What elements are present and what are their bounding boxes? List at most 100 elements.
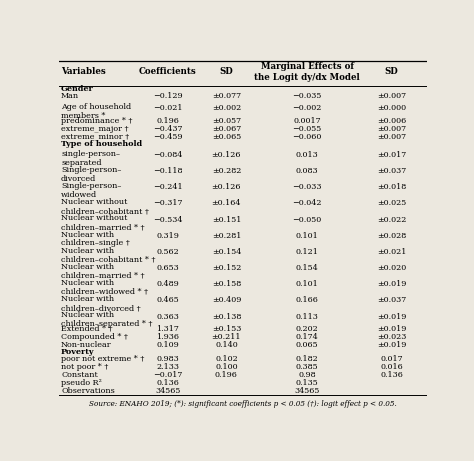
Text: Single-person–
widowed: Single-person– widowed xyxy=(61,182,121,199)
Text: 0.016: 0.016 xyxy=(380,363,403,371)
Text: Nuclear with
children–single †: Nuclear with children–single † xyxy=(61,230,130,248)
Text: Marginal Effects of
the Logit dy/dx Model: Marginal Effects of the Logit dy/dx Mode… xyxy=(255,62,360,82)
Text: ±0.017: ±0.017 xyxy=(377,151,406,159)
Text: extreme_minor †: extreme_minor † xyxy=(61,133,129,141)
Text: ±0.211: ±0.211 xyxy=(212,333,241,341)
Text: Age of household
members *: Age of household members * xyxy=(61,103,131,120)
Text: ±0.007: ±0.007 xyxy=(377,133,406,141)
Text: 0.101: 0.101 xyxy=(296,232,319,240)
Text: 0.102: 0.102 xyxy=(215,355,238,363)
Text: 0.135: 0.135 xyxy=(296,379,319,387)
Text: ±0.020: ±0.020 xyxy=(377,264,406,272)
Text: −0.129: −0.129 xyxy=(153,92,182,100)
Text: ±0.154: ±0.154 xyxy=(212,248,241,256)
Text: −0.035: −0.035 xyxy=(292,92,322,100)
Text: Extended * †: Extended * † xyxy=(61,325,113,333)
Text: −0.021: −0.021 xyxy=(153,105,182,112)
Text: ±0.153: ±0.153 xyxy=(212,325,241,333)
Text: −0.118: −0.118 xyxy=(153,167,182,175)
Text: −0.534: −0.534 xyxy=(153,216,182,224)
Text: 1.936: 1.936 xyxy=(156,333,179,341)
Text: 0.363: 0.363 xyxy=(156,313,179,320)
Text: single-person–
separated: single-person– separated xyxy=(61,150,120,166)
Text: −0.084: −0.084 xyxy=(153,151,182,159)
Text: Nuclear with
children–cohabitant * †: Nuclear with children–cohabitant * † xyxy=(61,247,155,264)
Text: predominance * †: predominance * † xyxy=(61,117,133,124)
Text: ±0.019: ±0.019 xyxy=(377,325,406,333)
Text: 0.100: 0.100 xyxy=(215,363,237,371)
Text: ±0.019: ±0.019 xyxy=(377,341,406,349)
Text: ±0.037: ±0.037 xyxy=(377,296,406,304)
Text: −0.317: −0.317 xyxy=(153,200,182,207)
Text: ±0.057: ±0.057 xyxy=(212,117,241,124)
Text: Poverty: Poverty xyxy=(61,348,95,356)
Text: −0.055: −0.055 xyxy=(292,124,322,133)
Text: Nuclear without
children–married * †: Nuclear without children–married * † xyxy=(61,214,145,231)
Text: 1.317: 1.317 xyxy=(156,325,179,333)
Text: 0.182: 0.182 xyxy=(296,355,319,363)
Text: ±0.409: ±0.409 xyxy=(212,296,241,304)
Text: ±0.067: ±0.067 xyxy=(212,124,241,133)
Text: not poor * †: not poor * † xyxy=(61,363,109,371)
Text: Nuclear without
children–cohabitant †: Nuclear without children–cohabitant † xyxy=(61,198,149,215)
Text: ±0.281: ±0.281 xyxy=(212,232,241,240)
Text: −0.002: −0.002 xyxy=(292,105,322,112)
Text: 0.136: 0.136 xyxy=(380,371,403,379)
Text: ±0.164: ±0.164 xyxy=(212,200,241,207)
Text: ±0.282: ±0.282 xyxy=(212,167,241,175)
Text: ±0.002: ±0.002 xyxy=(212,105,241,112)
Text: ±0.022: ±0.022 xyxy=(377,216,406,224)
Text: 0.017: 0.017 xyxy=(381,355,403,363)
Text: 2.133: 2.133 xyxy=(156,363,179,371)
Text: 0.013: 0.013 xyxy=(296,151,319,159)
Text: −0.017: −0.017 xyxy=(153,371,182,379)
Text: 0.653: 0.653 xyxy=(156,264,179,272)
Text: 0.202: 0.202 xyxy=(296,325,319,333)
Text: Gender: Gender xyxy=(61,85,94,93)
Text: Nuclear with
children–divorced †: Nuclear with children–divorced † xyxy=(61,295,141,312)
Text: Single-person–
divorced: Single-person– divorced xyxy=(61,166,121,183)
Text: ±0.018: ±0.018 xyxy=(377,183,406,191)
Text: −0.437: −0.437 xyxy=(153,124,182,133)
Text: 0.166: 0.166 xyxy=(296,296,319,304)
Text: ±0.065: ±0.065 xyxy=(212,133,241,141)
Text: 0.196: 0.196 xyxy=(215,371,238,379)
Text: ±0.023: ±0.023 xyxy=(377,333,406,341)
Text: Type of household: Type of household xyxy=(61,140,142,148)
Text: Nuclear with
children–married * †: Nuclear with children–married * † xyxy=(61,263,145,280)
Text: Constant: Constant xyxy=(61,371,98,379)
Text: ±0.028: ±0.028 xyxy=(377,232,406,240)
Text: −0.050: −0.050 xyxy=(292,216,322,224)
Text: ±0.019: ±0.019 xyxy=(377,280,406,288)
Text: ±0.126: ±0.126 xyxy=(212,183,241,191)
Text: ±0.037: ±0.037 xyxy=(377,167,406,175)
Text: 0.083: 0.083 xyxy=(296,167,319,175)
Text: Non-nuclear: Non-nuclear xyxy=(61,341,112,349)
Text: 0.196: 0.196 xyxy=(156,117,179,124)
Text: extreme_major †: extreme_major † xyxy=(61,124,129,133)
Text: poor not extreme * †: poor not extreme * † xyxy=(61,355,145,363)
Text: pseudo R²: pseudo R² xyxy=(61,379,102,387)
Text: −0.241: −0.241 xyxy=(153,183,182,191)
Text: ±0.019: ±0.019 xyxy=(377,313,406,320)
Text: ±0.152: ±0.152 xyxy=(212,264,241,272)
Text: ±0.077: ±0.077 xyxy=(212,92,241,100)
Text: ±0.158: ±0.158 xyxy=(212,280,241,288)
Text: Variables: Variables xyxy=(61,67,106,76)
Text: SD: SD xyxy=(385,67,399,76)
Text: ±0.007: ±0.007 xyxy=(377,124,406,133)
Text: Observations: Observations xyxy=(61,387,115,396)
Text: 0.385: 0.385 xyxy=(296,363,319,371)
Text: Nuclear with
children–separated * †: Nuclear with children–separated * † xyxy=(61,311,153,328)
Text: 0.174: 0.174 xyxy=(296,333,319,341)
Text: −0.060: −0.060 xyxy=(292,133,322,141)
Text: Coefficients: Coefficients xyxy=(139,67,197,76)
Text: 34565: 34565 xyxy=(294,387,320,396)
Text: 0.101: 0.101 xyxy=(296,280,319,288)
Text: 0.113: 0.113 xyxy=(296,313,319,320)
Text: 0.489: 0.489 xyxy=(156,280,179,288)
Text: ±0.151: ±0.151 xyxy=(212,216,241,224)
Text: 34565: 34565 xyxy=(155,387,180,396)
Text: 0.983: 0.983 xyxy=(156,355,179,363)
Text: ±0.007: ±0.007 xyxy=(377,92,406,100)
